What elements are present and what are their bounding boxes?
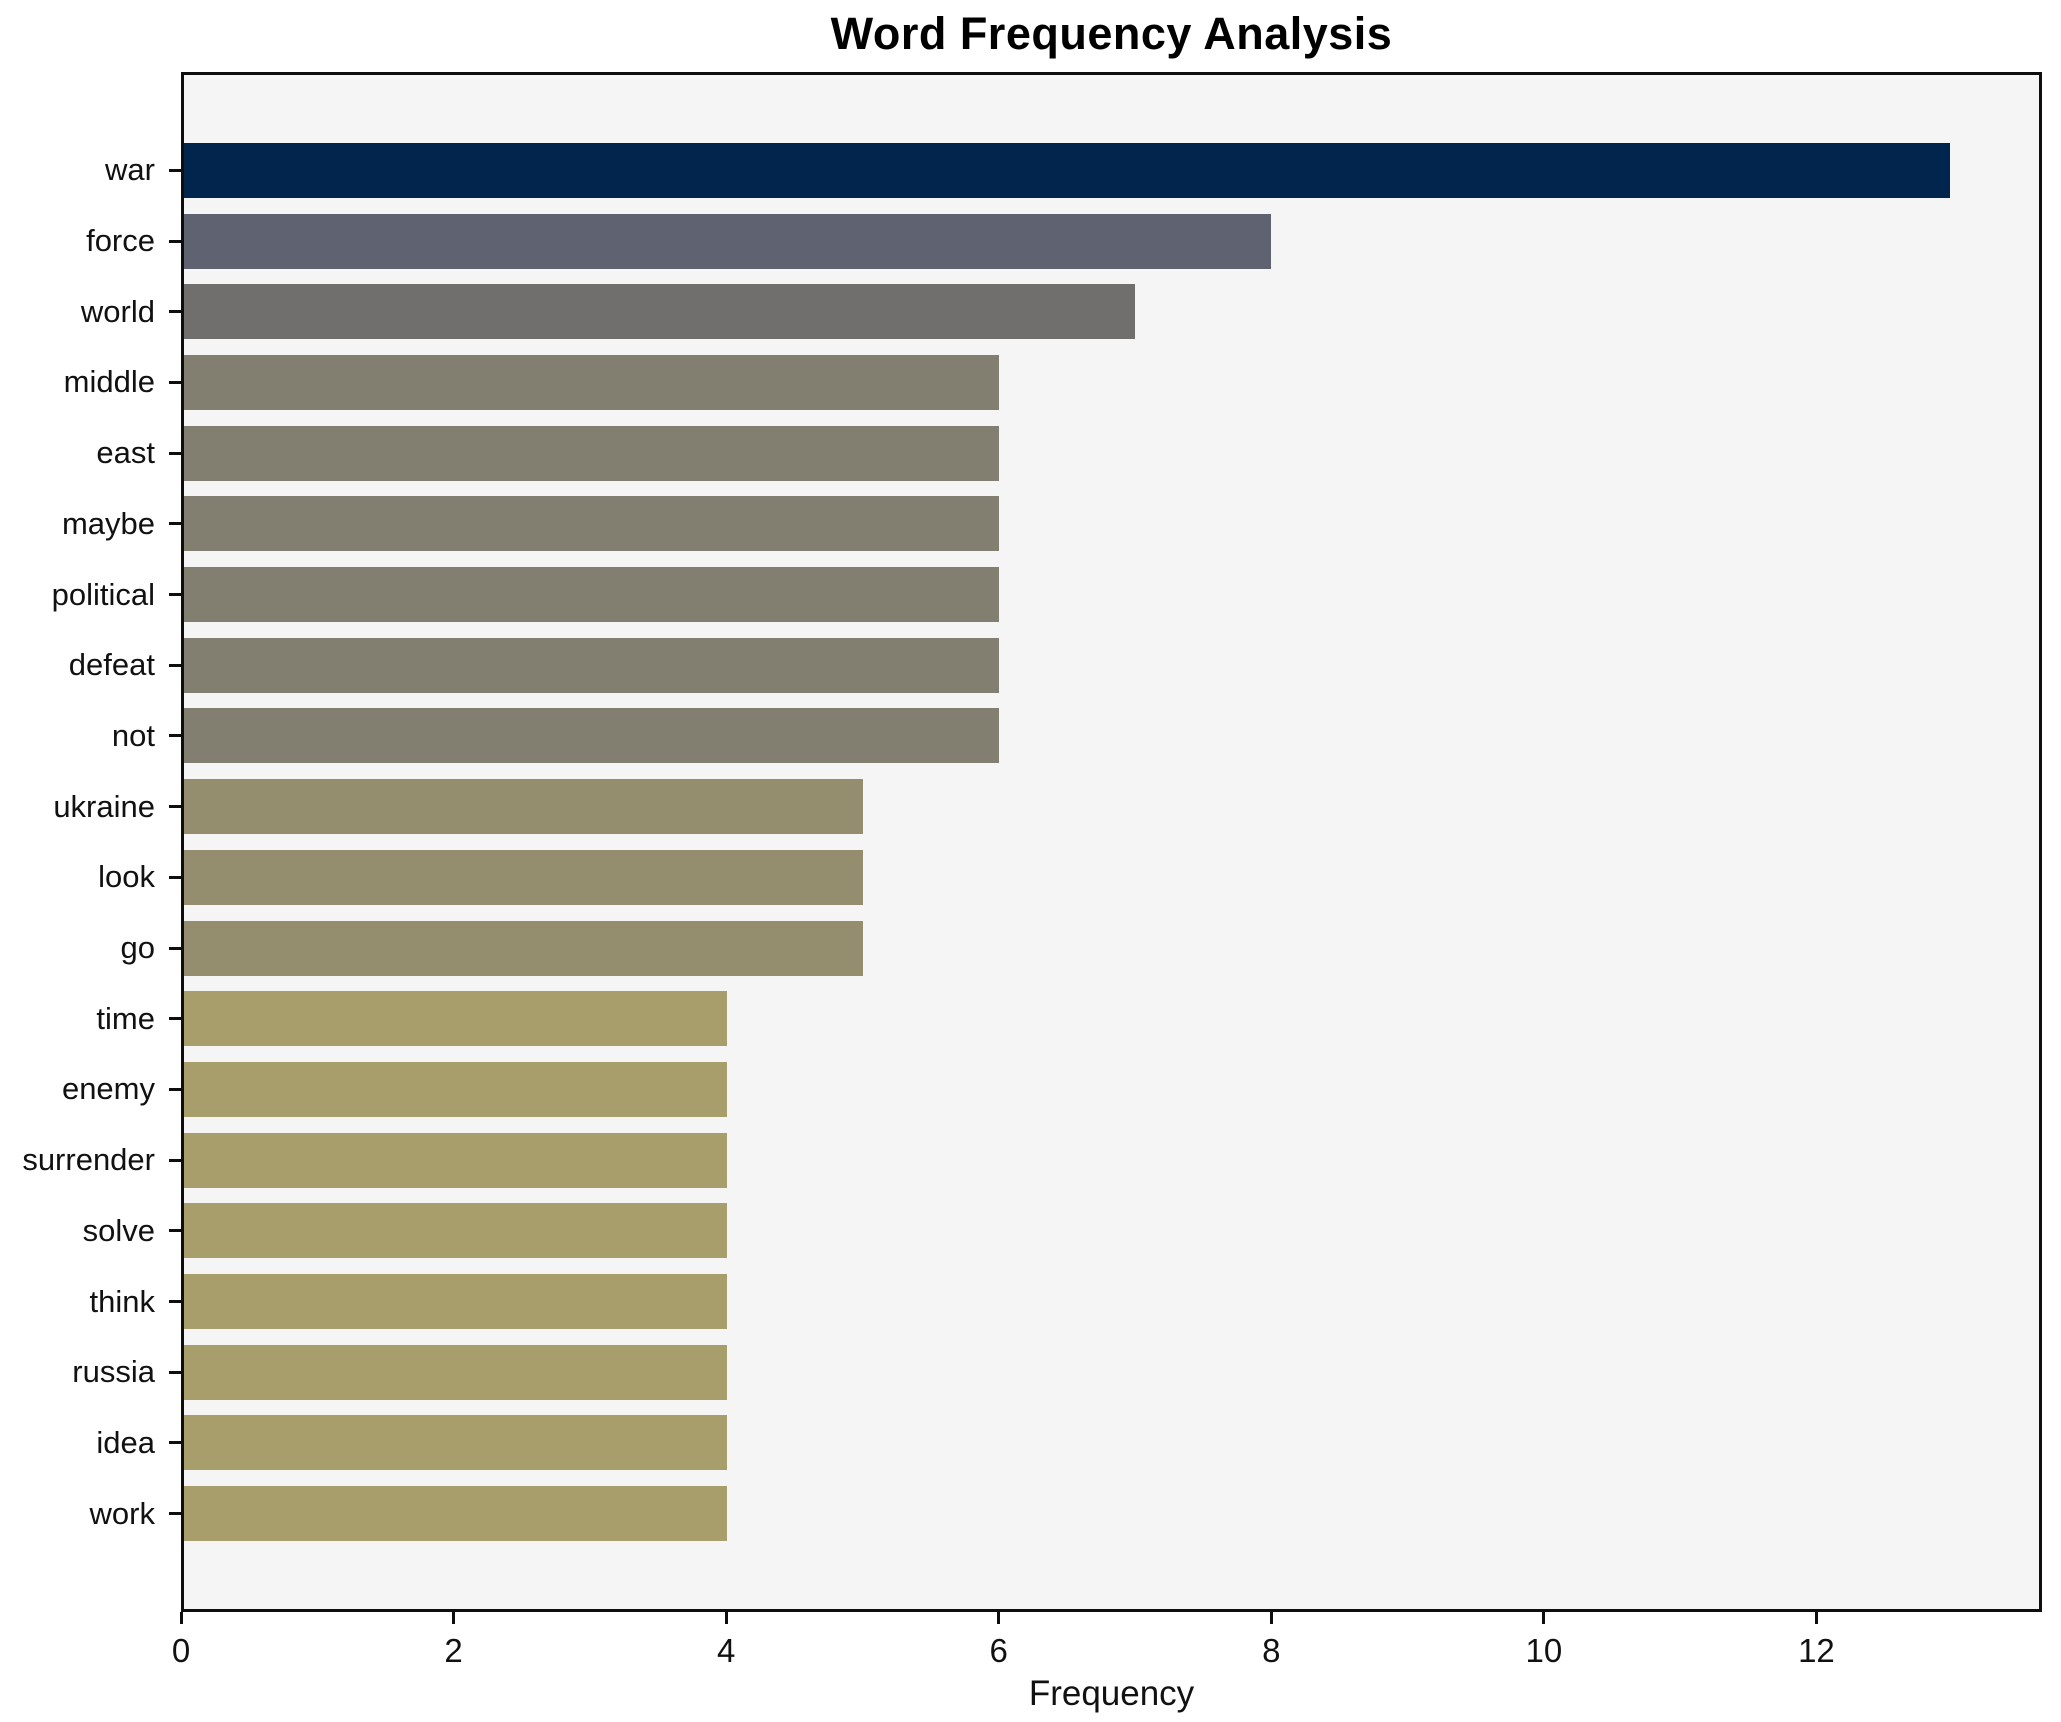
- x-tick-label-0: 0: [171, 1632, 191, 1669]
- x-tick-label-2: 2: [444, 1632, 463, 1669]
- bar-think: [184, 1274, 728, 1330]
- y-tick-mark: [169, 168, 181, 172]
- x-tick-label-8: 8: [1262, 1632, 1281, 1669]
- y-tick-label-think: think: [89, 1283, 155, 1319]
- bar-maybe: [184, 496, 1000, 552]
- y-tick-mark: [169, 522, 181, 526]
- bar-solve: [184, 1203, 728, 1259]
- bar-look: [184, 849, 864, 905]
- bar-work: [184, 1486, 728, 1542]
- y-tick-mark: [169, 946, 181, 950]
- bar-go: [184, 920, 864, 976]
- y-tick-label-go: go: [120, 930, 155, 966]
- x-tick-mark: [1269, 1612, 1273, 1624]
- plot-area: [181, 72, 2042, 1612]
- y-tick-label-russia: russia: [72, 1354, 155, 1390]
- y-tick-label-not: not: [111, 717, 155, 753]
- bar-ukraine: [184, 779, 864, 835]
- y-tick-label-ukraine: ukraine: [53, 788, 155, 824]
- x-tick-mark: [452, 1612, 456, 1624]
- y-tick-mark: [169, 734, 181, 738]
- y-tick-label-world: world: [80, 293, 155, 329]
- y-tick-label-east: east: [96, 435, 155, 471]
- x-tick-mark: [724, 1612, 728, 1624]
- x-tick-mark: [997, 1612, 1001, 1624]
- y-tick-label-war: war: [105, 152, 155, 188]
- y-tick-label-solve: solve: [82, 1212, 155, 1248]
- x-tick-mark: [1542, 1612, 1546, 1624]
- bar-east: [184, 425, 1000, 481]
- y-tick-label-enemy: enemy: [61, 1071, 155, 1107]
- y-tick-label-middle: middle: [63, 364, 155, 400]
- y-tick-mark: [169, 451, 181, 455]
- y-tick-mark: [169, 1017, 181, 1021]
- y-tick-label-surrender: surrender: [22, 1142, 155, 1178]
- y-tick-mark: [169, 663, 181, 667]
- x-axis-label: Frequency: [1028, 1674, 1195, 1713]
- y-tick-label-look: look: [98, 859, 155, 895]
- y-tick-mark: [169, 875, 181, 879]
- bar-war: [184, 142, 1951, 198]
- y-tick-label-defeat: defeat: [68, 647, 155, 683]
- y-tick-mark: [169, 805, 181, 809]
- x-tick-label-10: 10: [1525, 1632, 1563, 1669]
- y-tick-label-time: time: [96, 1000, 155, 1036]
- bar-time: [184, 991, 728, 1047]
- y-tick-label-work: work: [89, 1495, 155, 1531]
- chart-title: Word Frequency Analysis: [830, 8, 1393, 59]
- y-tick-mark: [169, 1370, 181, 1374]
- y-tick-label-force: force: [86, 223, 155, 259]
- y-tick-label-political: political: [51, 576, 155, 612]
- y-tick-mark: [169, 1300, 181, 1304]
- y-tick-mark: [169, 239, 181, 243]
- y-tick-label-maybe: maybe: [61, 505, 155, 541]
- bar-political: [184, 567, 1000, 623]
- y-tick-mark: [169, 1229, 181, 1233]
- x-tick-label-12: 12: [1798, 1632, 1835, 1669]
- x-tick-mark: [1814, 1612, 1818, 1624]
- y-tick-label-idea: idea: [96, 1424, 155, 1460]
- bar-russia: [184, 1344, 728, 1400]
- bar-idea: [184, 1415, 728, 1471]
- x-tick-mark: [179, 1612, 183, 1624]
- y-tick-mark: [169, 1441, 181, 1445]
- bar-surrender: [184, 1132, 728, 1188]
- bar-not: [184, 708, 1000, 764]
- y-tick-mark: [169, 593, 181, 597]
- bar-enemy: [184, 1061, 728, 1117]
- x-tick-label-4: 4: [716, 1632, 736, 1669]
- bar-middle: [184, 354, 1000, 410]
- y-tick-mark: [169, 310, 181, 314]
- bar-world: [184, 284, 1135, 340]
- y-tick-mark: [169, 1158, 181, 1162]
- x-tick-label-6: 6: [989, 1632, 1008, 1669]
- y-tick-mark: [169, 380, 181, 384]
- bar-force: [184, 213, 1271, 269]
- y-tick-mark: [169, 1512, 181, 1516]
- y-tick-mark: [169, 1087, 181, 1091]
- bar-defeat: [184, 637, 1000, 693]
